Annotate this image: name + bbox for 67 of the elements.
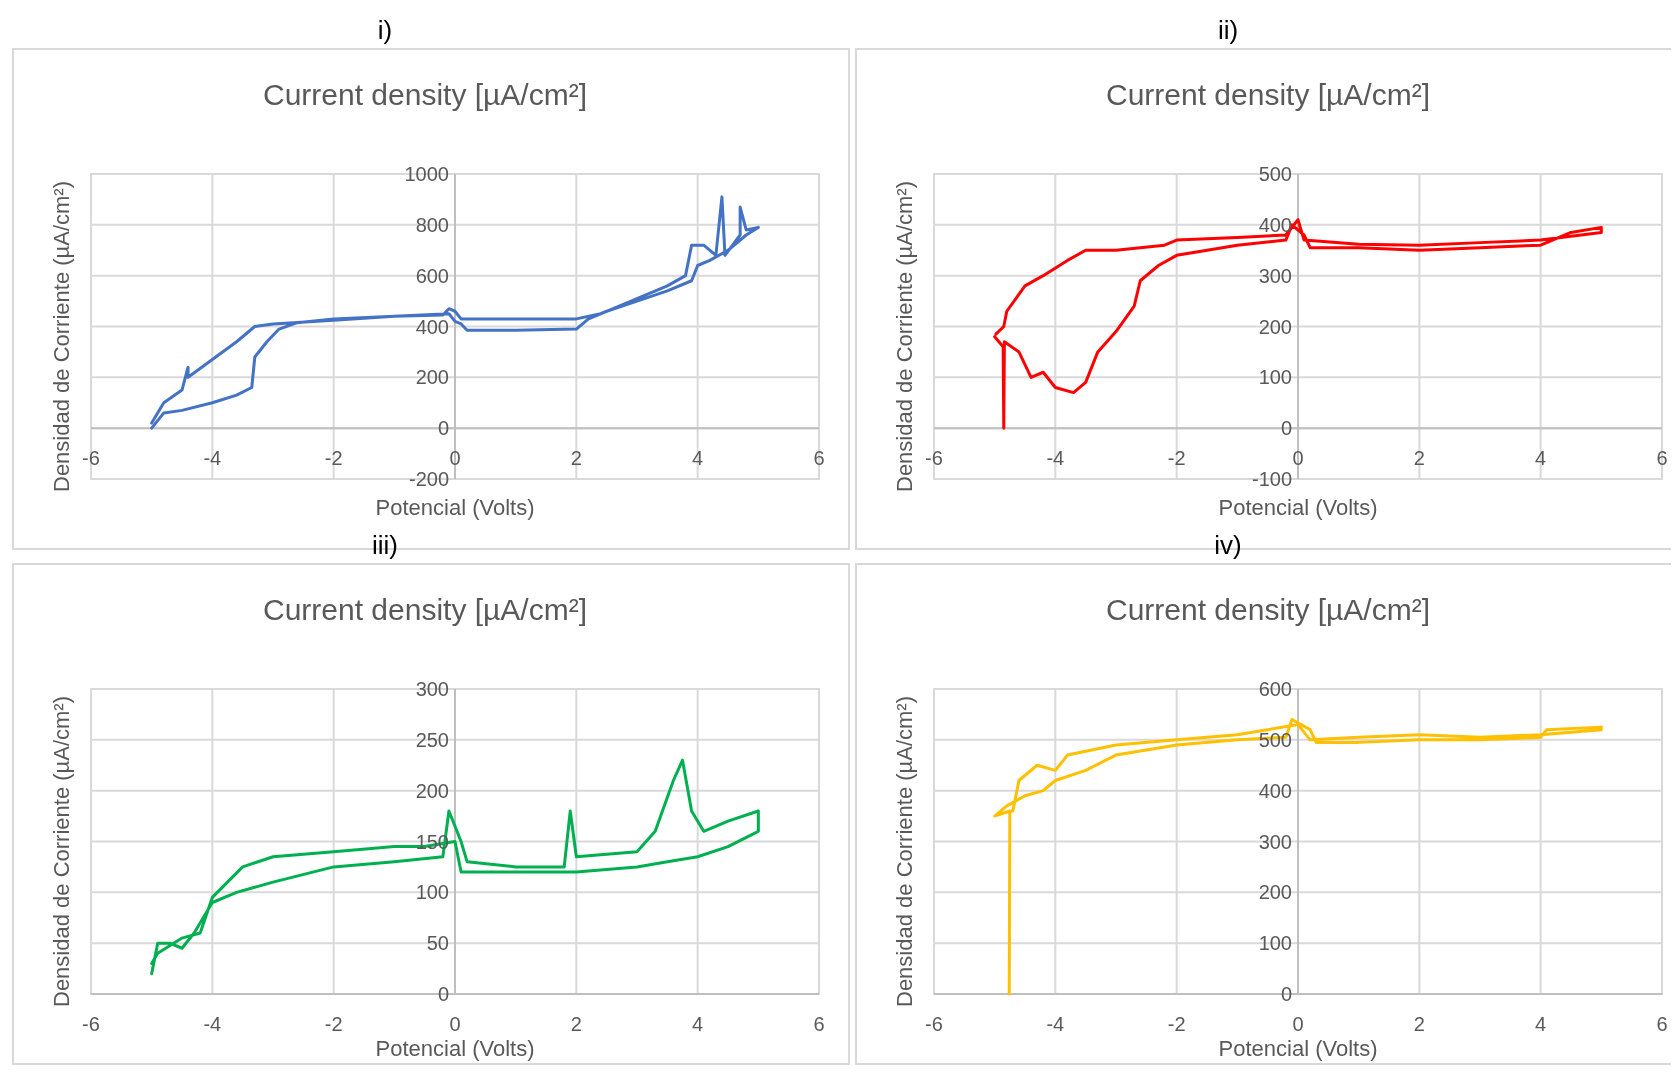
x-tick-label: -6 (82, 447, 100, 470)
x-tick-label: -2 (324, 447, 343, 470)
x-tick-label: 4 (692, 447, 704, 470)
chart-title: Current density [µA/cm²] (1105, 593, 1431, 626)
y-axis-title: Densidad de Corriente (µA/cm²) (49, 180, 74, 493)
x-tick-label: 2 (570, 447, 582, 470)
line-series (150, 758, 760, 976)
y-tick-label: 100 (1258, 932, 1292, 955)
x-tick-label: -2 (1167, 1013, 1186, 1035)
y-tick-label: 200 (1258, 315, 1292, 338)
x-axis-title: Potencial (Volts) (375, 1036, 535, 1061)
chart-title: Current density [µA/cm²] (262, 593, 588, 626)
y-tick-label: 600 (415, 264, 449, 287)
text: iv) (1214, 530, 1242, 560)
x-tick-label: 6 (813, 447, 825, 470)
y-tick-label: 0 (1280, 417, 1292, 440)
x-tick-label: -2 (1167, 447, 1186, 470)
y-tick-label: 500 (1258, 163, 1292, 185)
y-tick-label: 1000 (404, 163, 449, 185)
y-tick-label: 300 (415, 678, 449, 700)
x-tick-label: 6 (1656, 1013, 1668, 1035)
x-tick-label: 4 (692, 1013, 704, 1035)
x-tick-label: 4 (1535, 1013, 1547, 1035)
x-tick-label: -4 (203, 1013, 222, 1035)
text: ii) (1217, 15, 1239, 45)
x-tick-label: -6 (925, 1013, 943, 1035)
y-tick-label: 0 (437, 983, 449, 1005)
y-tick-label: 300 (1258, 264, 1292, 287)
x-axis-title: Potencial (Volts) (1218, 1036, 1378, 1061)
x-tick-label: 2 (570, 1013, 582, 1035)
x-tick-label: 4 (1535, 447, 1547, 470)
y-axis-title: Densidad de Corriente (µA/cm²) (892, 695, 917, 1008)
y-tick-label: 50 (426, 932, 449, 955)
chart-title: Current density [µA/cm²] (262, 78, 588, 111)
x-axis-title: Potencial (Volts) (375, 495, 535, 520)
text: iii) (372, 530, 398, 560)
y-tick-label: 300 (1258, 830, 1292, 853)
y-tick-label: 100 (1258, 366, 1292, 389)
y-tick-label: 800 (415, 213, 449, 236)
x-tick-label: -2 (324, 1013, 343, 1035)
y-tick-label: -100 (1251, 468, 1292, 490)
x-tick-label: 2 (1413, 447, 1425, 470)
y-tick-label: 0 (1280, 983, 1292, 1005)
y-tick-label: 250 (415, 728, 449, 751)
x-tick-label: 6 (813, 1013, 825, 1035)
x-tick-label: 6 (1656, 447, 1668, 470)
y-tick-label: 0 (437, 417, 449, 440)
y-tick-label: 600 (1258, 678, 1292, 700)
x-tick-label: -4 (1046, 447, 1065, 470)
y-axis-title: Densidad de Corriente (µA/cm²) (892, 180, 917, 493)
y-tick-label: 100 (415, 881, 449, 904)
x-tick-label: -6 (82, 1013, 100, 1035)
y-tick-label: 400 (415, 315, 449, 338)
chart-title: Current density [µA/cm²] (1105, 78, 1431, 111)
y-axis-title: Densidad de Corriente (µA/cm²) (49, 695, 74, 1008)
x-tick-label: -6 (925, 447, 943, 470)
x-tick-label: -4 (203, 447, 222, 470)
y-tick-label: 400 (1258, 213, 1292, 236)
x-axis-title: Potencial (Volts) (1218, 495, 1378, 520)
y-tick-label: 200 (415, 779, 449, 802)
x-tick-label: 2 (1413, 1013, 1425, 1035)
y-tick-label: 400 (1258, 779, 1292, 802)
text: i) (377, 15, 393, 45)
y-tick-label: 200 (415, 366, 449, 389)
x-tick-label: -4 (1046, 1013, 1065, 1035)
y-tick-label: 200 (1258, 881, 1292, 904)
y-tick-label: -200 (408, 468, 449, 490)
